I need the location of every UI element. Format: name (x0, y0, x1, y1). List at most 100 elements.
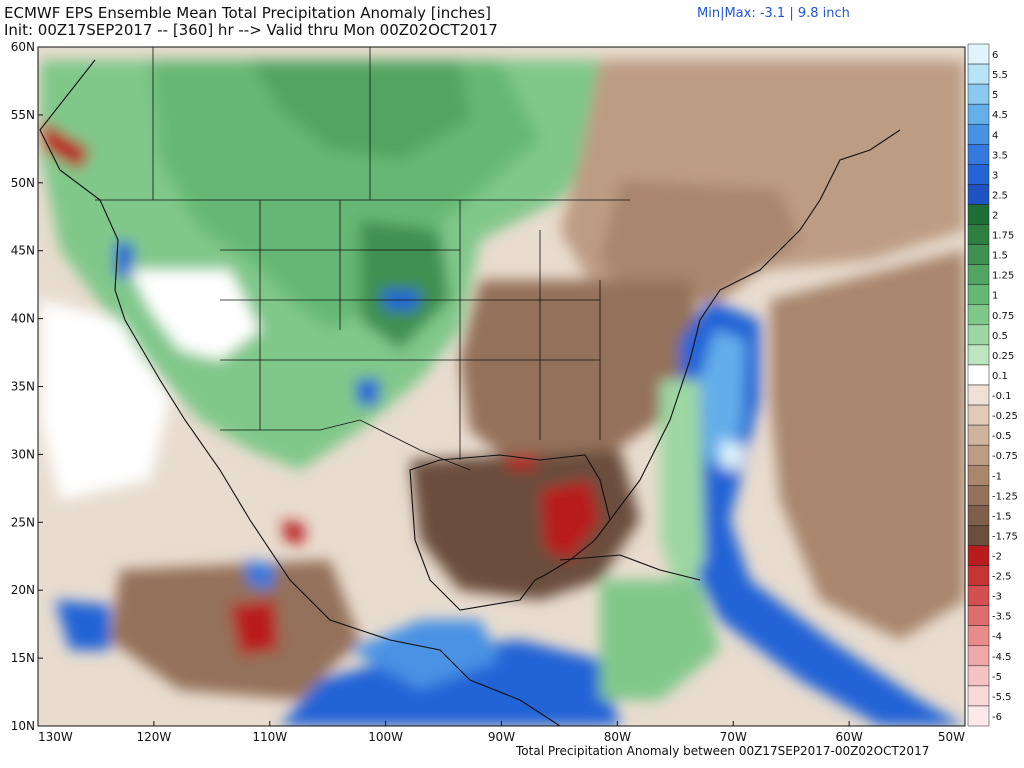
colorbar-swatch (967, 625, 990, 647)
colorbar-label: 0.75 (992, 311, 1014, 322)
colorbar: 6 5.5 5 4.5 4 3.5 3 2.5 2 1.75 1.5 1.25 1 0.75 0.5 0.25… (967, 43, 1018, 727)
colorbar-swatch (967, 164, 990, 185)
colorbar-swatch (967, 705, 990, 727)
colorbar-swatch (967, 545, 990, 566)
init-valid-line: Init: 00Z17SEP2017 -- [360] hr --> Valid… (4, 21, 498, 39)
colorbar-swatch (967, 585, 990, 606)
lat-label: 40N (11, 312, 35, 326)
colorbar-label: 2.5 (992, 190, 1008, 201)
colorbar-label: -4 (992, 632, 1002, 643)
colorbar-swatch (967, 505, 990, 526)
colorbar-swatch (967, 364, 990, 386)
colorbar-swatch (967, 485, 990, 506)
lat-label: 50N (11, 176, 35, 190)
colorbar-swatch (967, 184, 990, 205)
anomaly-shading (40, 60, 965, 726)
lat-label: 30N (11, 447, 35, 461)
colorbar-swatch (967, 43, 990, 65)
colorbar-label: 1 (992, 291, 998, 302)
latitude-labels: 60N 55N 50N 45N 40N 35N 30N 25N 20N 15N 10N (11, 40, 43, 733)
lat-label: 25N (11, 515, 35, 529)
lon-label: 90W (488, 730, 515, 744)
longitude-labels: 130W 120W 110W 100W 90W 80W 70W 60W 50W (37, 721, 966, 744)
lat-label: 35N (11, 380, 35, 394)
lat-label: 55N (11, 108, 35, 122)
lon-label: 100W (368, 730, 403, 744)
colorbar-swatch (967, 144, 990, 165)
lat-label: 15N (11, 651, 35, 665)
colorbar-label: 1.75 (992, 231, 1014, 242)
colorbar-label: 4.5 (992, 110, 1008, 121)
colorbar-label: -6 (992, 712, 1002, 723)
colorbar-label: 0.5 (992, 331, 1008, 342)
colorbar-swatch (967, 605, 990, 626)
colorbar-label: 3 (992, 170, 998, 181)
lon-label: 50W (938, 730, 965, 744)
footer-caption: Total Precipitation Anomaly between 00Z1… (516, 744, 930, 758)
colorbar-label: -0.1 (992, 391, 1012, 402)
colorbar-label: -1.5 (992, 511, 1012, 522)
colorbar-label: 6 (992, 50, 998, 61)
colorbar-swatch (967, 103, 990, 125)
colorbar-swatch (967, 565, 990, 586)
colorbar-label: -4.5 (992, 652, 1012, 663)
colorbar-swatch (967, 304, 990, 326)
colorbar-label: 1.5 (992, 251, 1008, 262)
colorbar-label: -2.5 (992, 572, 1012, 583)
colorbar-label: 1.25 (992, 271, 1014, 282)
colorbar-label: -5.5 (992, 692, 1012, 703)
colorbar-swatch (967, 685, 990, 707)
lon-label: 110W (252, 730, 287, 744)
colorbar-swatch (967, 444, 990, 466)
colorbar-swatch (967, 464, 990, 486)
min-max-readout: Min|Max: -3.1 | 9.8 inch (697, 6, 850, 21)
lat-label: 45N (11, 244, 35, 258)
colorbar-label: 3.5 (992, 150, 1008, 161)
colorbar-swatch (967, 264, 990, 285)
colorbar-label: 5.5 (992, 70, 1008, 81)
colorbar-swatch (967, 83, 990, 105)
plot-area (38, 47, 965, 726)
colorbar-label: -0.25 (992, 411, 1018, 422)
colorbar-swatch (967, 123, 990, 145)
lon-label: 70W (720, 730, 747, 744)
colorbar-label: -1 (992, 471, 1002, 482)
coastlines (39, 59, 901, 726)
colorbar-label: 2 (992, 211, 998, 222)
colorbar-label: 4 (992, 130, 998, 141)
colorbar-label: -2 (992, 552, 1002, 563)
colorbar-swatch (967, 384, 990, 406)
colorbar-swatch (967, 244, 990, 265)
lon-label: 60W (836, 730, 863, 744)
colorbar-swatch (967, 525, 990, 546)
colorbar-label: 5 (992, 90, 998, 101)
colorbar-swatch (967, 284, 990, 306)
colorbar-swatch (967, 404, 990, 426)
lon-label: 120W (136, 730, 171, 744)
colorbar-label: -1.25 (992, 491, 1018, 502)
colorbar-swatch (967, 665, 990, 687)
colorbar-label: -3 (992, 592, 1002, 603)
colorbar-swatch (967, 324, 990, 346)
colorbar-swatch (967, 204, 990, 225)
colorbar-label: -0.5 (992, 431, 1012, 442)
colorbar-swatch (967, 424, 990, 446)
colorbar-label: -3.5 (992, 612, 1012, 623)
colorbar-label: 0.1 (992, 371, 1008, 382)
lon-label: 130W (38, 730, 73, 744)
map-title: ECMWF EPS Ensemble Mean Total Precipitat… (4, 4, 491, 22)
colorbar-label: -0.75 (992, 451, 1018, 462)
lat-label: 10N (11, 719, 35, 733)
colorbar-swatch (967, 63, 990, 85)
lat-label: 60N (11, 40, 35, 54)
colorbar-label: -5 (992, 672, 1002, 683)
colorbar-label: -1.75 (992, 531, 1018, 542)
colorbar-label: 0.25 (992, 351, 1014, 362)
colorbar-swatch (967, 224, 990, 245)
lon-label: 80W (604, 730, 631, 744)
colorbar-swatch (967, 645, 990, 667)
borders (95, 47, 630, 471)
colorbar-swatch (967, 344, 990, 366)
lat-label: 20N (11, 583, 35, 597)
